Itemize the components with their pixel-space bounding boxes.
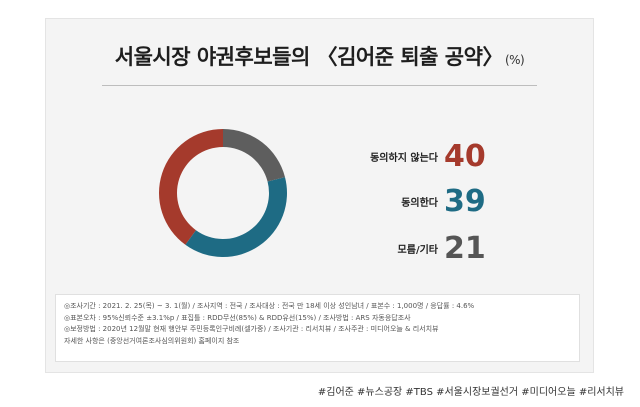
note-line: ◎표본오차 : 95%신뢰수준 ±3.1%p / 표집틀 : RDD무선(85%…	[64, 313, 411, 322]
legend-item-unknown: 모름/기타 21	[338, 229, 528, 269]
slice-agree	[185, 177, 287, 257]
legend-label-disagree: 동의하지 않는다	[370, 153, 438, 164]
title-text: 서울시장 야권후보들의 〈김어준 퇴출 공약〉	[114, 45, 504, 69]
donut-chart	[159, 129, 287, 257]
title-unit: (%)	[504, 53, 525, 67]
value-label-agree: 39	[444, 184, 486, 219]
survey-notes: ◎조사기간 : 2021. 2. 25(목) ~ 3. 1(월) / 조사지역 …	[55, 294, 580, 362]
legend-label-unknown: 모름/기타	[397, 245, 438, 256]
chart-title: 서울시장 야권후보들의 〈김어준 퇴출 공약〉 (%)	[46, 41, 593, 71]
note-line: 자세한 사항은 (중앙선거여론조사심의위원회) 홈페이지 참조	[64, 336, 240, 345]
slice-disagree	[159, 129, 223, 245]
hashtags: #김어준 #뉴스공장 #TBS #서울시장보궐선거 #미디어오늘 #리서치뷰	[317, 387, 624, 398]
note-line: ◎보정방법 : 2020년 12월말 현재 행안부 주민등록인구비례(셀가중) …	[64, 325, 439, 333]
value-label-unknown: 21	[444, 231, 486, 266]
value-label-disagree: 40	[444, 139, 486, 174]
legend-item-disagree: 동의하지 않는다 40	[338, 137, 528, 177]
chart-card: 서울시장 야권후보들의 〈김어준 퇴출 공약〉 (%) 동의하지 않는다 40 동…	[45, 18, 594, 373]
legend-label-agree: 동의한다	[401, 198, 438, 209]
legend-item-agree: 동의한다 39	[338, 182, 528, 222]
slice-unknown	[223, 129, 285, 182]
note-line: ◎조사기간 : 2021. 2. 25(목) ~ 3. 1(월) / 조사지역 …	[64, 302, 475, 310]
title-divider	[102, 85, 537, 86]
